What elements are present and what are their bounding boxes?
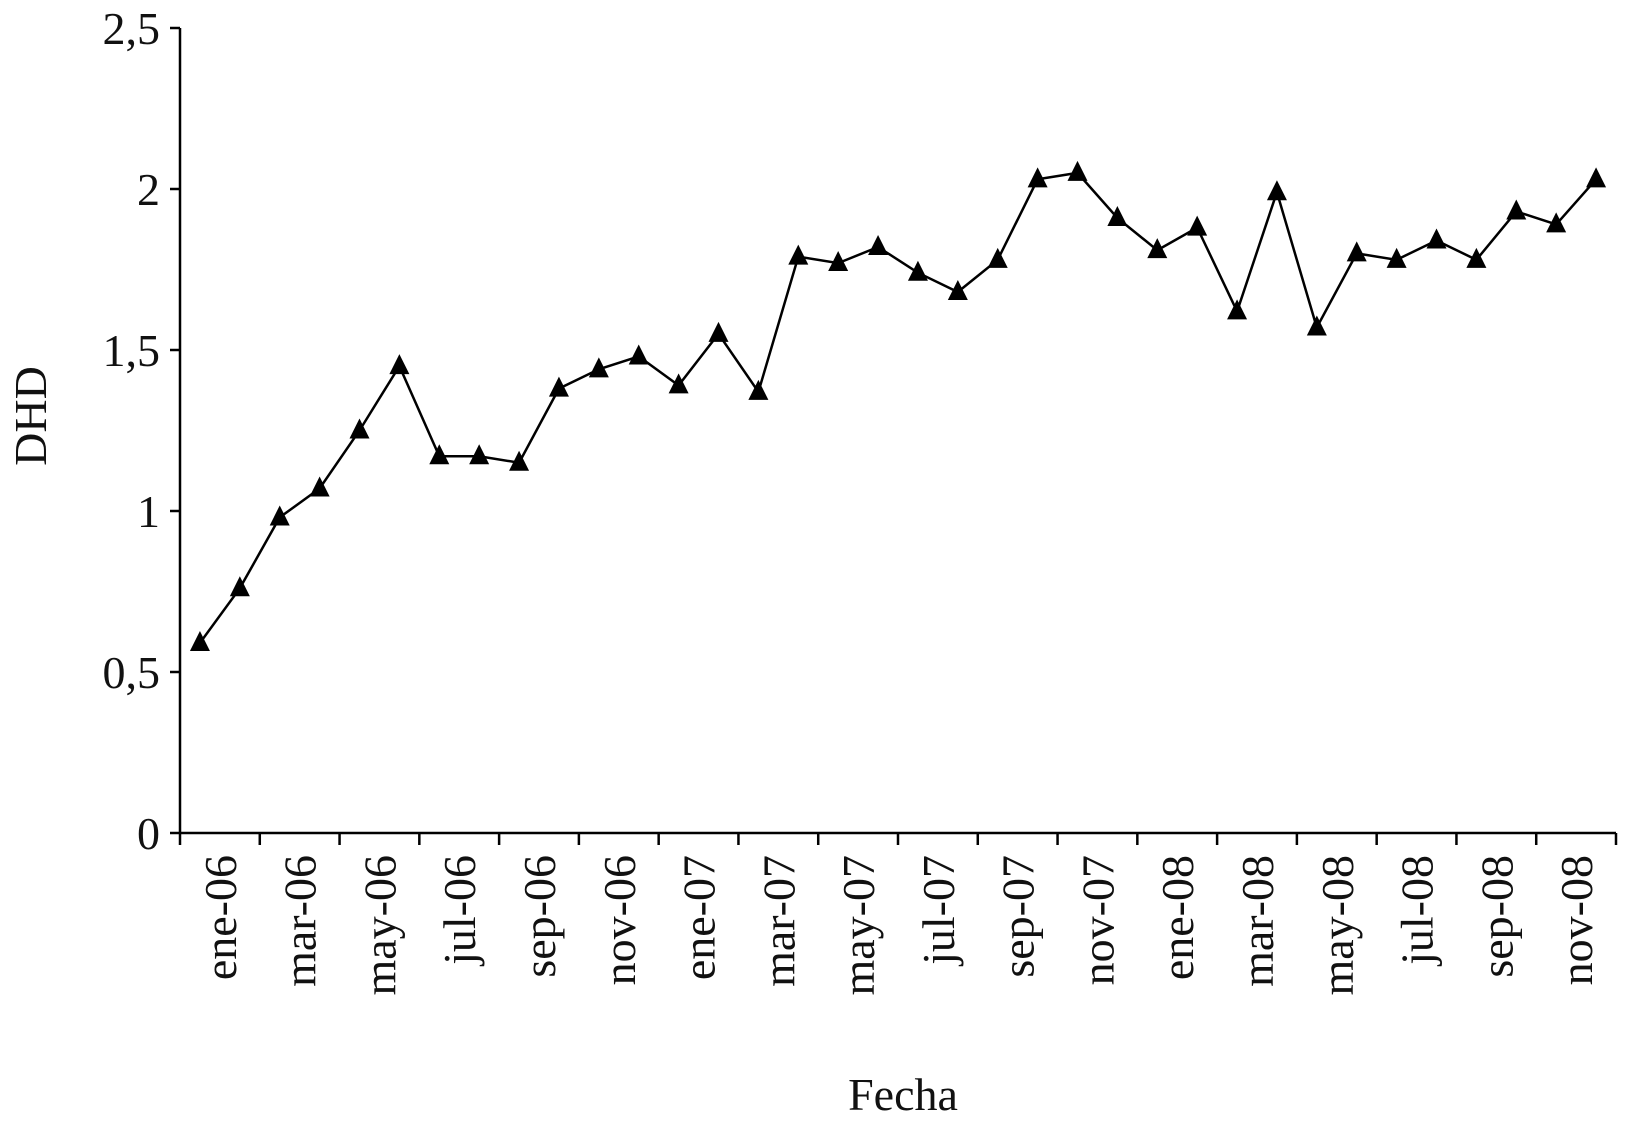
y-tick-label: 1,5 (103, 325, 161, 376)
data-point-marker (1426, 228, 1447, 249)
y-tick-label: 0,5 (103, 647, 161, 698)
series-line (198, 171, 1598, 644)
x-tick-label: jul-08 (1392, 855, 1443, 967)
data-point-marker (788, 244, 809, 265)
data-point-marker (748, 379, 769, 400)
x-tick-label: ene-08 (1152, 855, 1203, 980)
data-point-marker (1506, 199, 1527, 220)
data-point-marker (1067, 160, 1088, 181)
data-point-marker (828, 251, 849, 272)
data-point-marker (907, 260, 928, 281)
data-point-marker (987, 247, 1008, 268)
data-point-marker (708, 321, 729, 342)
y-tick-label: 1 (137, 486, 160, 537)
x-tick-label: nov-06 (594, 855, 645, 985)
data-point-marker (548, 376, 569, 397)
x-tick-label: sep-08 (1471, 855, 1522, 978)
series-group (189, 160, 1607, 652)
data-point-marker (1227, 299, 1248, 320)
x-tick-label: ene-06 (195, 855, 246, 980)
x-tick-label: mar-07 (753, 855, 804, 987)
x-tick-label: may-06 (354, 855, 405, 996)
data-point-marker (588, 357, 609, 378)
y-axis-label: DHD (5, 366, 56, 466)
x-tick-label: ene-07 (674, 855, 725, 980)
data-point-marker (189, 631, 210, 652)
x-tick-label: nov-07 (1072, 855, 1123, 985)
data-point-marker (229, 576, 250, 597)
data-point-marker (1147, 238, 1168, 259)
x-tick-label: mar-06 (275, 855, 326, 987)
x-tick-label: jul-07 (913, 855, 964, 967)
data-point-marker (1346, 241, 1367, 262)
data-point-marker (1187, 215, 1208, 236)
x-tick-label: mar-08 (1232, 855, 1283, 987)
y-tick-label: 2 (137, 164, 160, 215)
data-point-marker (628, 344, 649, 365)
data-point-marker (1107, 205, 1128, 226)
data-point-marker (1586, 167, 1607, 188)
ticks: 0 0,5 1 1,5 2 2,5 ene-06 mar-06 may-06 jul-06 sep-… (103, 3, 1618, 996)
y-tick-label: 0 (137, 808, 160, 859)
data-point-marker (1027, 167, 1048, 188)
data-point-marker (269, 505, 290, 526)
x-axis-label: Fecha (848, 1069, 958, 1120)
y-tick-label: 2,5 (103, 3, 161, 54)
data-point-marker (1386, 247, 1407, 268)
data-point-marker (668, 373, 689, 394)
data-point-marker (1306, 315, 1327, 336)
x-tick-label: may-07 (833, 855, 884, 996)
data-point-marker (349, 418, 370, 439)
data-point-marker (309, 476, 330, 497)
data-point-marker (389, 354, 410, 375)
data-point-marker (947, 280, 968, 301)
data-point-marker (1466, 247, 1487, 268)
data-point-marker (469, 444, 490, 465)
data-point-marker (429, 444, 450, 465)
data-point-marker (1546, 212, 1567, 233)
x-tick-label: may-08 (1312, 855, 1363, 996)
data-point-marker (868, 234, 889, 255)
x-tick-label: nov-08 (1551, 855, 1602, 985)
data-point-marker (1266, 180, 1287, 201)
x-tick-label: jul-06 (434, 855, 485, 967)
axes (178, 28, 1616, 835)
x-tick-label: sep-06 (514, 855, 565, 978)
x-tick-label: sep-07 (993, 855, 1044, 978)
data-point-marker (509, 450, 530, 471)
